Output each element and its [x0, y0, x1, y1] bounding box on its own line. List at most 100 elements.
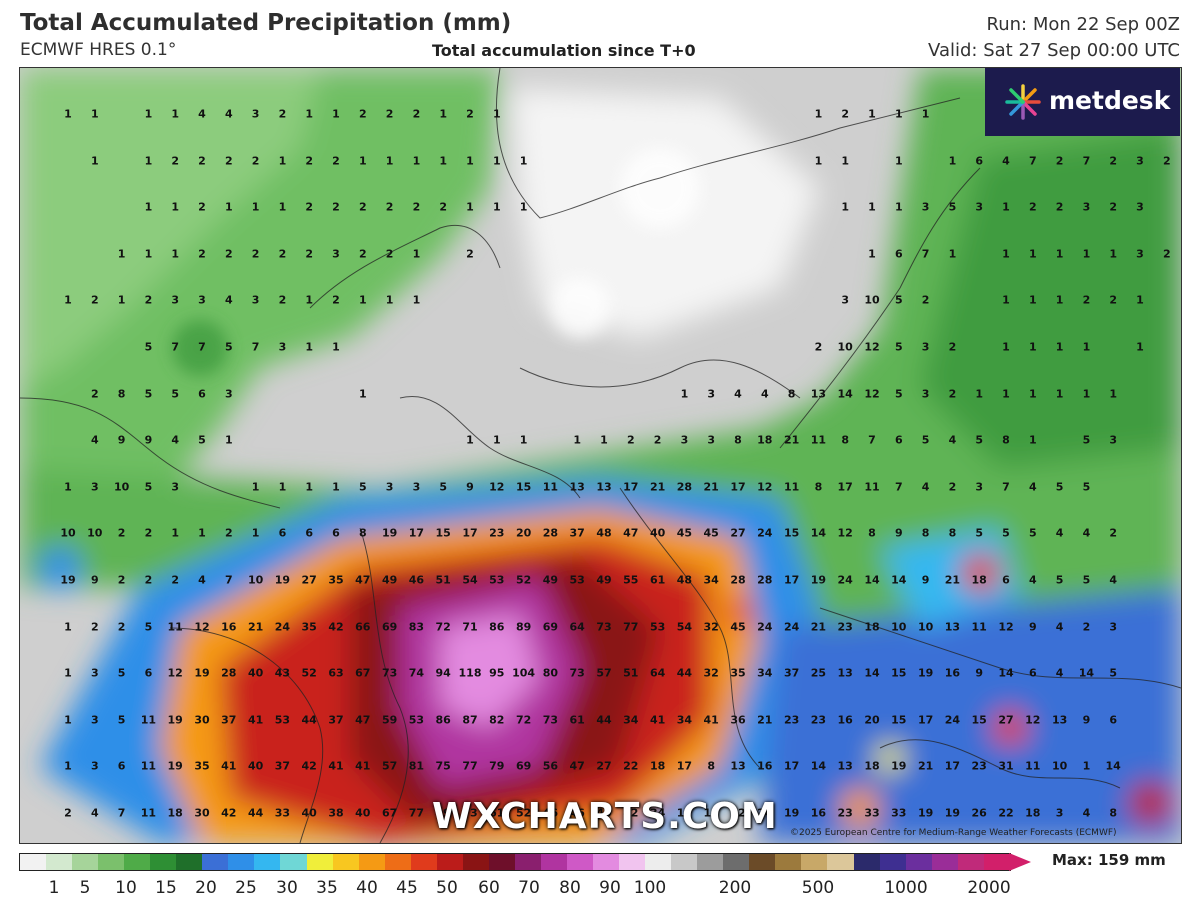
precip-value: 1 — [948, 154, 957, 168]
precip-value: 1 — [868, 247, 876, 261]
precip-value: 24 — [757, 806, 773, 820]
precip-value: 30 — [194, 806, 210, 820]
precip-value: 61 — [489, 806, 505, 820]
precip-value: 2 — [653, 433, 662, 447]
metdesk-logo: metdesk — [985, 68, 1180, 136]
legend-swatch — [566, 854, 594, 870]
precip-value: 18 — [649, 759, 666, 773]
precip-value: 18 — [757, 433, 773, 447]
precip-value: 11 — [167, 620, 183, 634]
precip-value: 53 — [569, 573, 585, 587]
precip-value: 53 — [649, 620, 666, 634]
precip-value: 15 — [783, 526, 800, 540]
precip-value: 3 — [1082, 200, 1091, 214]
precip-value: 51 — [435, 573, 451, 587]
precip-value: 3 — [1109, 620, 1118, 634]
precip-value: 6 — [894, 247, 903, 261]
precip-value: 79 — [489, 759, 505, 773]
precip-value: 17 — [783, 759, 800, 773]
precip-value: 10 — [864, 293, 880, 307]
precip-value: 1 — [64, 107, 72, 121]
precip-value: 5 — [894, 293, 903, 307]
precip-value: 3 — [385, 480, 394, 494]
precip-value: 1 — [680, 387, 689, 401]
precip-value: 99 — [435, 806, 451, 820]
precip-value: 1 — [90, 107, 99, 121]
precip-value: 5 — [144, 480, 153, 494]
precip-value: 2 — [1082, 293, 1091, 307]
precip-value: 1 — [1055, 293, 1064, 307]
legend-tick-label: 500 — [801, 878, 835, 898]
precip-value: 9 — [1028, 620, 1037, 634]
precip-value: 18 — [864, 620, 880, 634]
precip-value: 61 — [569, 713, 585, 727]
precip-value: 16 — [944, 666, 961, 680]
precip-value: 3 — [90, 759, 99, 773]
precip-value: 6 — [117, 759, 126, 773]
legend-swatch — [514, 854, 541, 870]
precip-value: 7 — [171, 340, 180, 354]
precip-value: 72 — [515, 713, 532, 727]
precip-value: 67 — [381, 806, 398, 820]
precip-value: 41 — [247, 713, 264, 727]
precip-value: 16 — [757, 759, 773, 773]
precip-value: 61 — [649, 573, 666, 587]
precip-value: 1 — [385, 154, 394, 168]
legend-swatch — [801, 854, 828, 870]
precip-value: 12 — [167, 666, 183, 680]
precip-value: 14 — [864, 666, 880, 680]
precip-value: 42 — [301, 759, 317, 773]
precip-value: 6 — [1028, 666, 1037, 680]
precip-value: 41 — [703, 713, 719, 727]
precip-value: 17 — [623, 480, 639, 494]
precip-value: 3 — [1136, 200, 1144, 214]
precip-value: 2 — [224, 154, 233, 168]
precip-value: 1 — [948, 247, 957, 261]
precip-value: 5 — [198, 433, 206, 447]
precip-value: 1 — [171, 107, 180, 121]
precip-value: 5 — [975, 433, 984, 447]
precip-value: 9 — [894, 526, 903, 540]
legend-tick-label: 50 — [436, 878, 458, 898]
precip-value: 2 — [305, 154, 314, 168]
precip-value: 12 — [837, 526, 853, 540]
precip-value: 27 — [730, 526, 746, 540]
precip-value: 3 — [707, 387, 716, 401]
precip-value: 9 — [144, 433, 153, 447]
precip-value: 2 — [144, 573, 153, 587]
legend-swatch — [150, 854, 177, 870]
legend-tick-label: 70 — [518, 878, 540, 898]
precip-value: 10 — [113, 480, 130, 494]
precip-value: 9 — [117, 433, 126, 447]
precip-value: 2 — [198, 247, 206, 261]
legend-tick-label: 2000 — [967, 878, 1011, 898]
precip-value: 1 — [1002, 247, 1010, 261]
precip-value: 1 — [278, 480, 287, 494]
precip-value: 42 — [328, 620, 344, 634]
precip-value: 4 — [1109, 573, 1118, 587]
precip-value: 43 — [274, 666, 291, 680]
precipitation-map[interactable]: 1111443211222121121111113112222122111111… — [19, 67, 1182, 844]
precip-value: 14 — [864, 573, 880, 587]
precip-value: 1 — [600, 433, 608, 447]
precip-value: 74 — [408, 666, 425, 680]
legend-swatch — [280, 854, 307, 870]
precip-value: 1 — [1109, 387, 1118, 401]
precip-value: 27 — [596, 759, 612, 773]
precip-value: 1 — [1082, 759, 1091, 773]
precip-value: 2 — [1109, 293, 1118, 307]
precip-value: 27 — [998, 713, 1014, 727]
map-background — [20, 68, 1181, 843]
legend-swatch — [46, 854, 73, 870]
precip-value: 21 — [247, 620, 264, 634]
legend-swatch — [98, 854, 125, 870]
precip-value: 3 — [1136, 247, 1144, 261]
precip-value: 5 — [171, 387, 180, 401]
precip-value: 56 — [542, 759, 559, 773]
precip-value: 21 — [944, 573, 961, 587]
precip-value: 9 — [921, 573, 930, 587]
precip-value: 2 — [144, 293, 153, 307]
precip-value: 6 — [894, 433, 903, 447]
legend-tick-label: 100 — [633, 878, 667, 898]
precip-value: 40 — [355, 806, 371, 820]
